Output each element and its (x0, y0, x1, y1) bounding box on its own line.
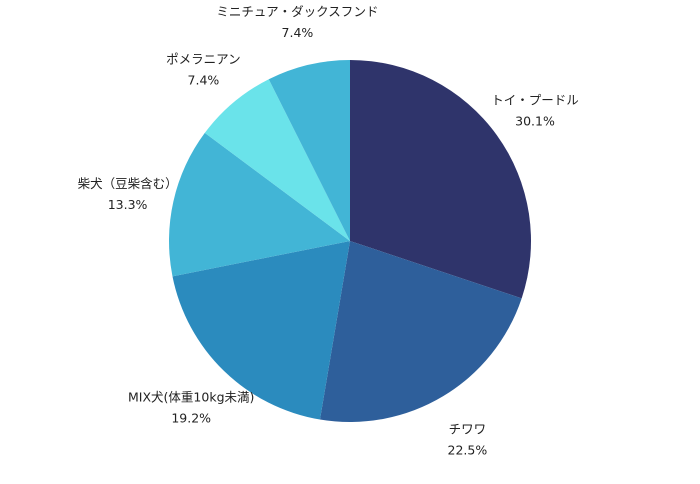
pie-slice-3 (168, 132, 350, 277)
slice-value-5: 7.4% (282, 25, 314, 40)
slice-label-4: ポメラニアン (166, 51, 241, 66)
pie-slice-4 (204, 79, 350, 241)
pie-slice-1 (319, 241, 522, 423)
slice-value-2: 19.2% (171, 411, 211, 426)
pie-labels: トイ・プードル 30.1% チワワ 22.5% MIX犬(体重10kg未満) 19.2% 柴… (78, 4, 579, 457)
pie-slices (168, 60, 531, 423)
slice-value-1: 22.5% (448, 442, 488, 457)
slice-label-1: チワワ (449, 421, 487, 436)
pie-slice-2 (172, 241, 350, 420)
slice-label-0: トイ・プードル (491, 93, 579, 108)
slice-label-2: MIX犬(体重10kg未満) (128, 390, 254, 405)
slice-label-5: ミニチュア・ダックスフンド (216, 4, 378, 19)
pie-slice-0 (350, 60, 531, 299)
slice-label-3: 柴犬（豆柴含む） (78, 176, 178, 191)
slice-value-0: 30.1% (515, 114, 555, 129)
slice-value-3: 13.3% (108, 197, 148, 212)
pie-slice-5 (268, 60, 350, 241)
slice-value-4: 7.4% (188, 72, 220, 87)
